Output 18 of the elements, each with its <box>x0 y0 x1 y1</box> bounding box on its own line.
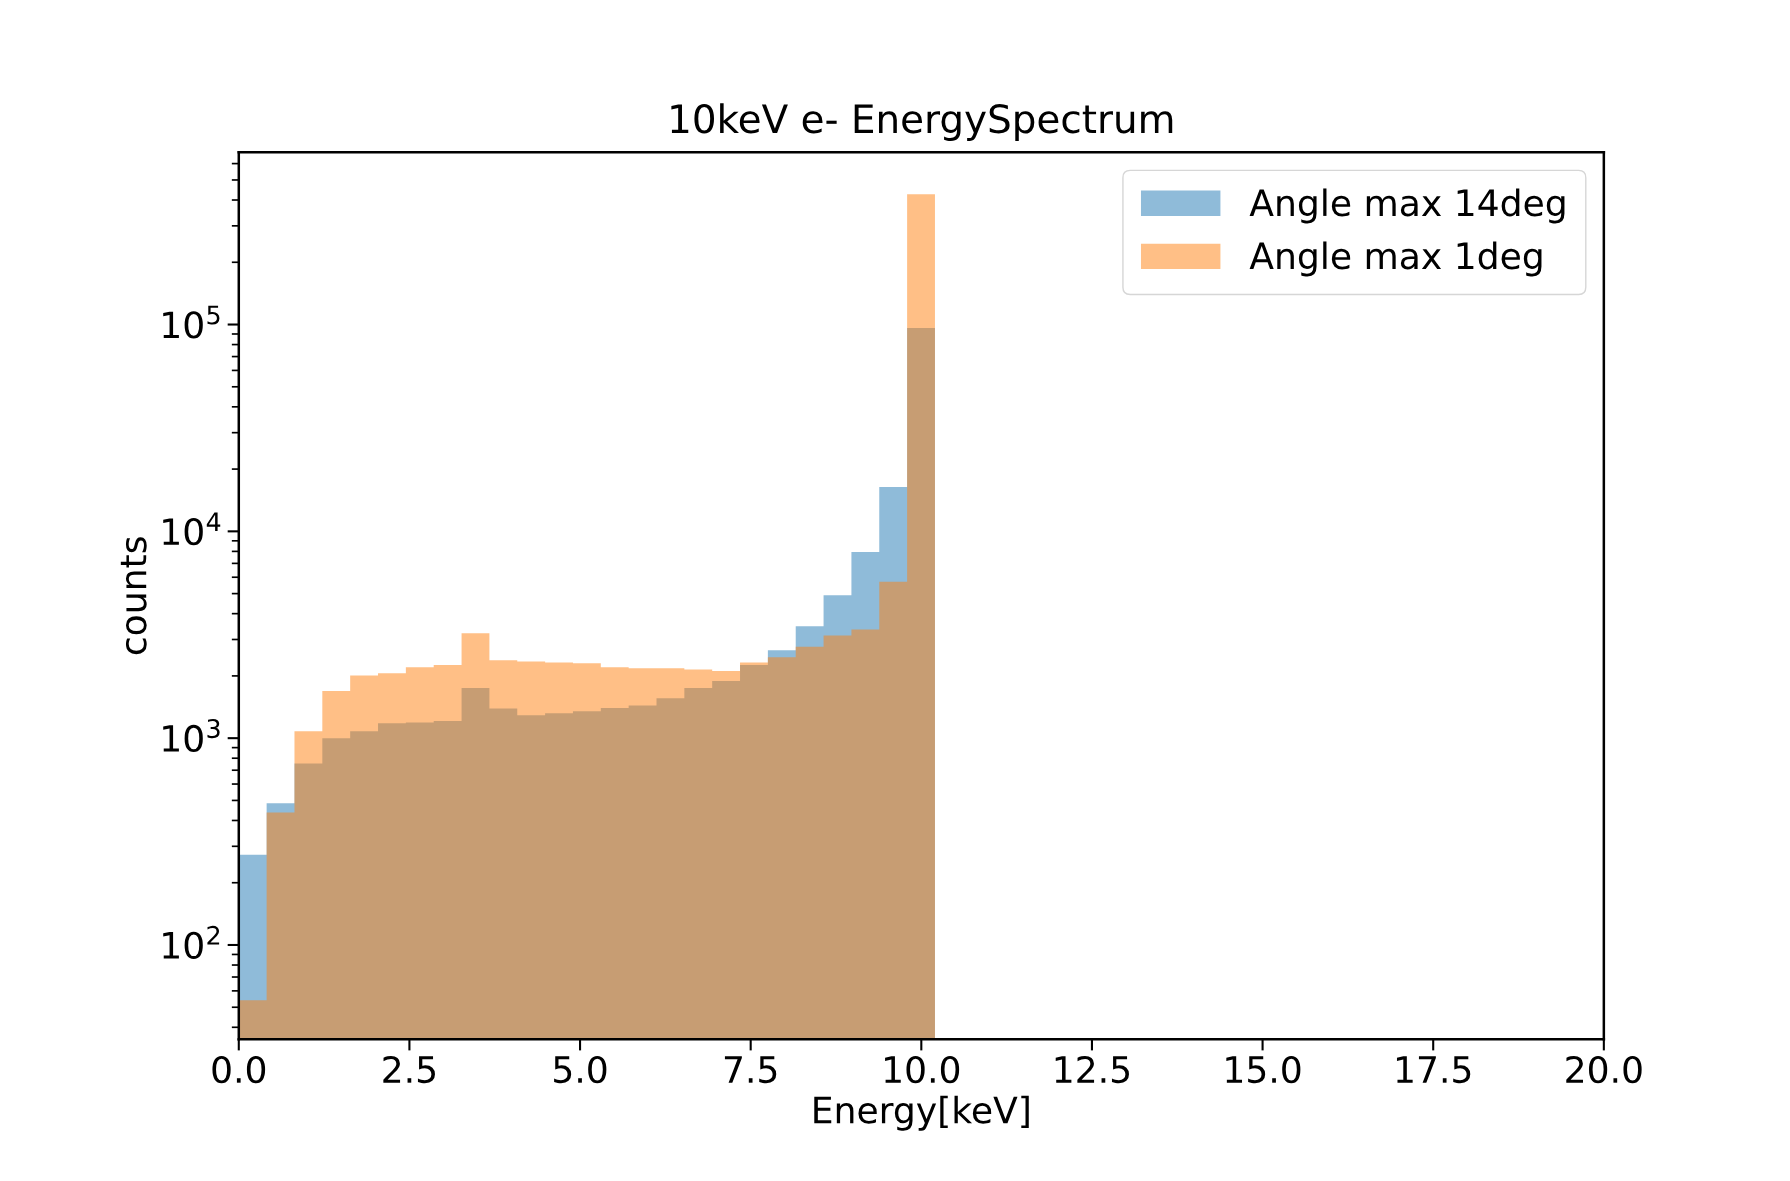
y-tick-label: 10$^{2}$ <box>163 925 220 959</box>
legend-label: Angle max 1deg <box>1249 241 1542 277</box>
x-tick-label: 2.5 <box>383 1055 435 1084</box>
x-tick-label: 12.5 <box>1055 1055 1129 1084</box>
y-tick-label: 10$^{5}$ <box>163 305 220 339</box>
x-tick-label: 0.0 <box>212 1055 266 1084</box>
x-tick-label: 5.0 <box>554 1055 607 1084</box>
x-tick-label: 15.0 <box>1226 1055 1301 1084</box>
x-tick-label: 17.5 <box>1396 1056 1471 1084</box>
legend-label: Angle max 14deg <box>1249 188 1565 224</box>
y-tick-label: 10$^{3}$ <box>163 719 220 753</box>
x-tick-label: 7.5 <box>724 1056 777 1084</box>
x-axis-title: Energy[keV] <box>814 1095 1029 1131</box>
x-tick-label: 10.0 <box>885 1055 960 1084</box>
x-tick-label: 20.0 <box>1566 1055 1642 1084</box>
y-tick-label: 10$^{4}$ <box>163 512 221 546</box>
chart-title: 10keV e- EnergySpectrum <box>671 103 1173 141</box>
y-axis-title: counts <box>120 537 147 655</box>
